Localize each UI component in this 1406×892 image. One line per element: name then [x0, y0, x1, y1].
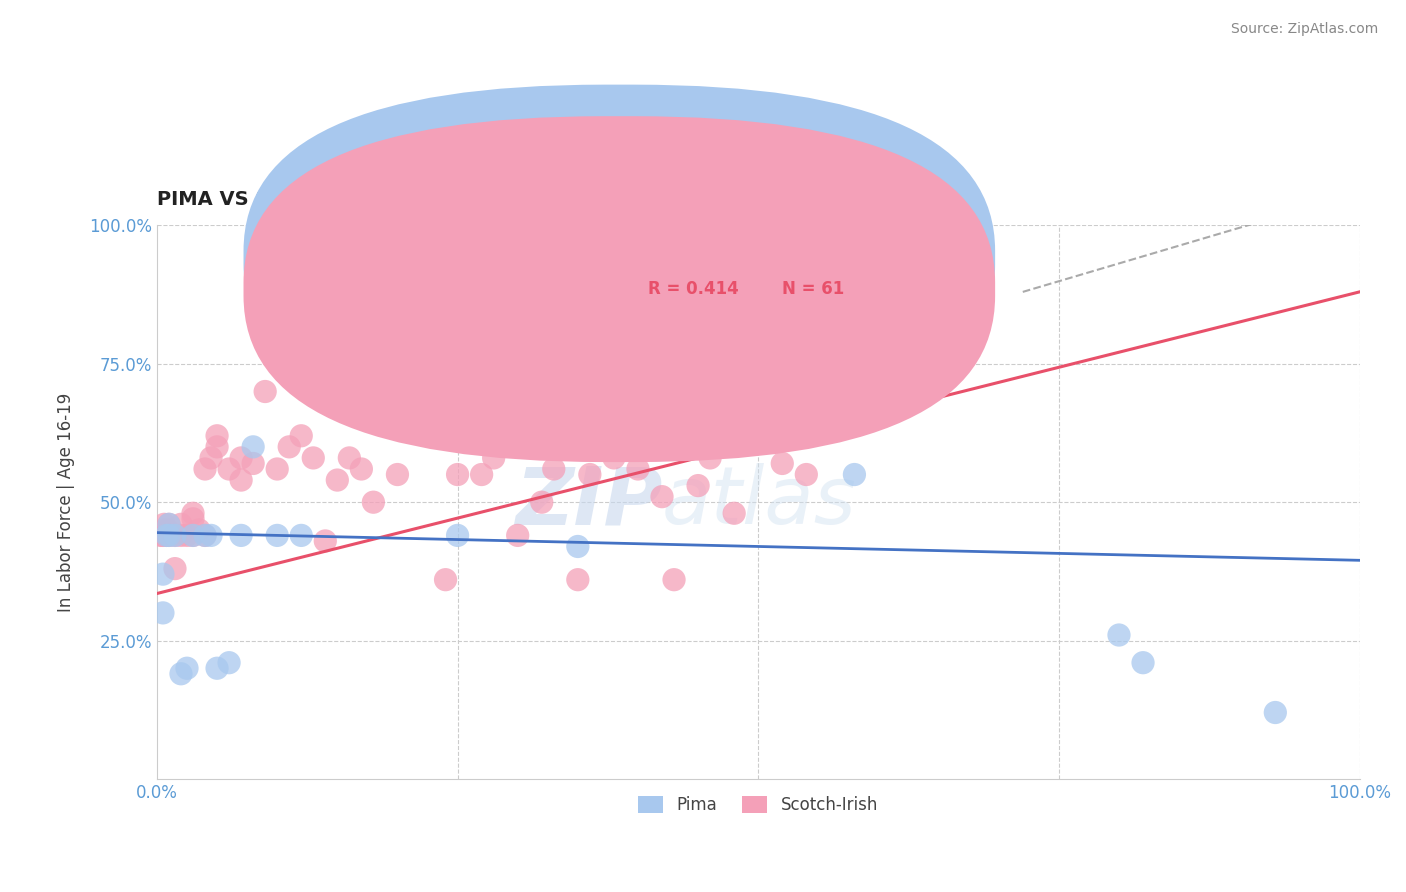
Point [723, 506, 745, 520]
Point [149, 528, 172, 542]
Point [153, 517, 176, 532]
Text: atlas: atlas [662, 463, 856, 541]
Point [868, 374, 890, 388]
Point [326, 473, 349, 487]
Point [891, 274, 914, 288]
Point [181, 506, 204, 520]
Point [506, 528, 529, 542]
Point [567, 540, 589, 554]
Point [446, 528, 468, 542]
Y-axis label: In Labor Force | Age 16-19: In Labor Force | Age 16-19 [58, 392, 75, 612]
Point [152, 528, 174, 542]
Text: Source: ZipAtlas.com: Source: ZipAtlas.com [1230, 22, 1378, 37]
Point [218, 462, 240, 476]
Point [530, 495, 553, 509]
Point [302, 450, 325, 465]
Point [290, 528, 312, 542]
Point [266, 462, 288, 476]
Text: R = -0.131: R = -0.131 [648, 249, 745, 267]
Point [155, 528, 177, 542]
Point [471, 467, 494, 482]
Point [152, 606, 174, 620]
Legend: Pima, Scotch-Irish: Pima, Scotch-Irish [631, 789, 884, 821]
FancyBboxPatch shape [243, 85, 995, 431]
Point [194, 462, 217, 476]
Point [157, 528, 180, 542]
Point [155, 528, 177, 542]
Point [157, 528, 180, 542]
Point [337, 450, 360, 465]
Point [794, 467, 817, 482]
Text: N = 61: N = 61 [782, 280, 845, 298]
Point [242, 440, 264, 454]
FancyBboxPatch shape [243, 116, 995, 462]
Point [157, 517, 180, 532]
Point [152, 567, 174, 582]
Point [176, 661, 198, 675]
Point [242, 457, 264, 471]
Point [1264, 706, 1286, 720]
Point [200, 528, 222, 542]
Point [543, 462, 565, 476]
Point [699, 450, 721, 465]
Point [194, 528, 217, 542]
Point [181, 528, 204, 542]
Point [218, 656, 240, 670]
Point [170, 666, 193, 681]
Point [229, 450, 252, 465]
Point [363, 495, 385, 509]
Point [567, 573, 589, 587]
Text: ZIP: ZIP [515, 463, 662, 541]
Text: R = 0.414: R = 0.414 [648, 280, 738, 298]
Text: PIMA VS SCOTCH-IRISH IN LABOR FORCE | AGE 16-19 CORRELATION CHART: PIMA VS SCOTCH-IRISH IN LABOR FORCE | AG… [157, 190, 976, 210]
Point [188, 523, 211, 537]
Point [603, 450, 626, 465]
Point [651, 490, 673, 504]
Point [229, 528, 252, 542]
Point [579, 467, 602, 482]
Point [831, 368, 853, 382]
Point [1132, 656, 1154, 670]
Point [176, 528, 198, 542]
Point [163, 528, 186, 542]
Point [170, 517, 193, 532]
Point [157, 517, 180, 532]
Text: N = 22: N = 22 [782, 249, 845, 267]
Point [350, 462, 373, 476]
Point [205, 429, 228, 443]
Point [627, 462, 650, 476]
Point [266, 528, 288, 542]
Point [278, 440, 301, 454]
Point [928, 274, 950, 288]
FancyBboxPatch shape [578, 231, 903, 319]
Point [156, 523, 179, 537]
Point [181, 528, 204, 542]
Point [194, 528, 217, 542]
Point [163, 561, 186, 575]
Point [200, 450, 222, 465]
Point [387, 467, 409, 482]
Point [314, 533, 336, 548]
Point [205, 661, 228, 675]
Point [163, 528, 186, 542]
Point [229, 473, 252, 487]
Point [411, 384, 433, 399]
Point [844, 467, 866, 482]
Point [662, 573, 685, 587]
Point [181, 512, 204, 526]
Point [170, 528, 193, 542]
Point [688, 478, 710, 492]
Point [747, 429, 769, 443]
Point [482, 450, 505, 465]
Point [205, 440, 228, 454]
Point [446, 467, 468, 482]
Point [1108, 628, 1130, 642]
Point [434, 573, 457, 587]
Point [254, 384, 277, 399]
Point [770, 457, 793, 471]
Point [290, 429, 312, 443]
Point [155, 523, 177, 537]
